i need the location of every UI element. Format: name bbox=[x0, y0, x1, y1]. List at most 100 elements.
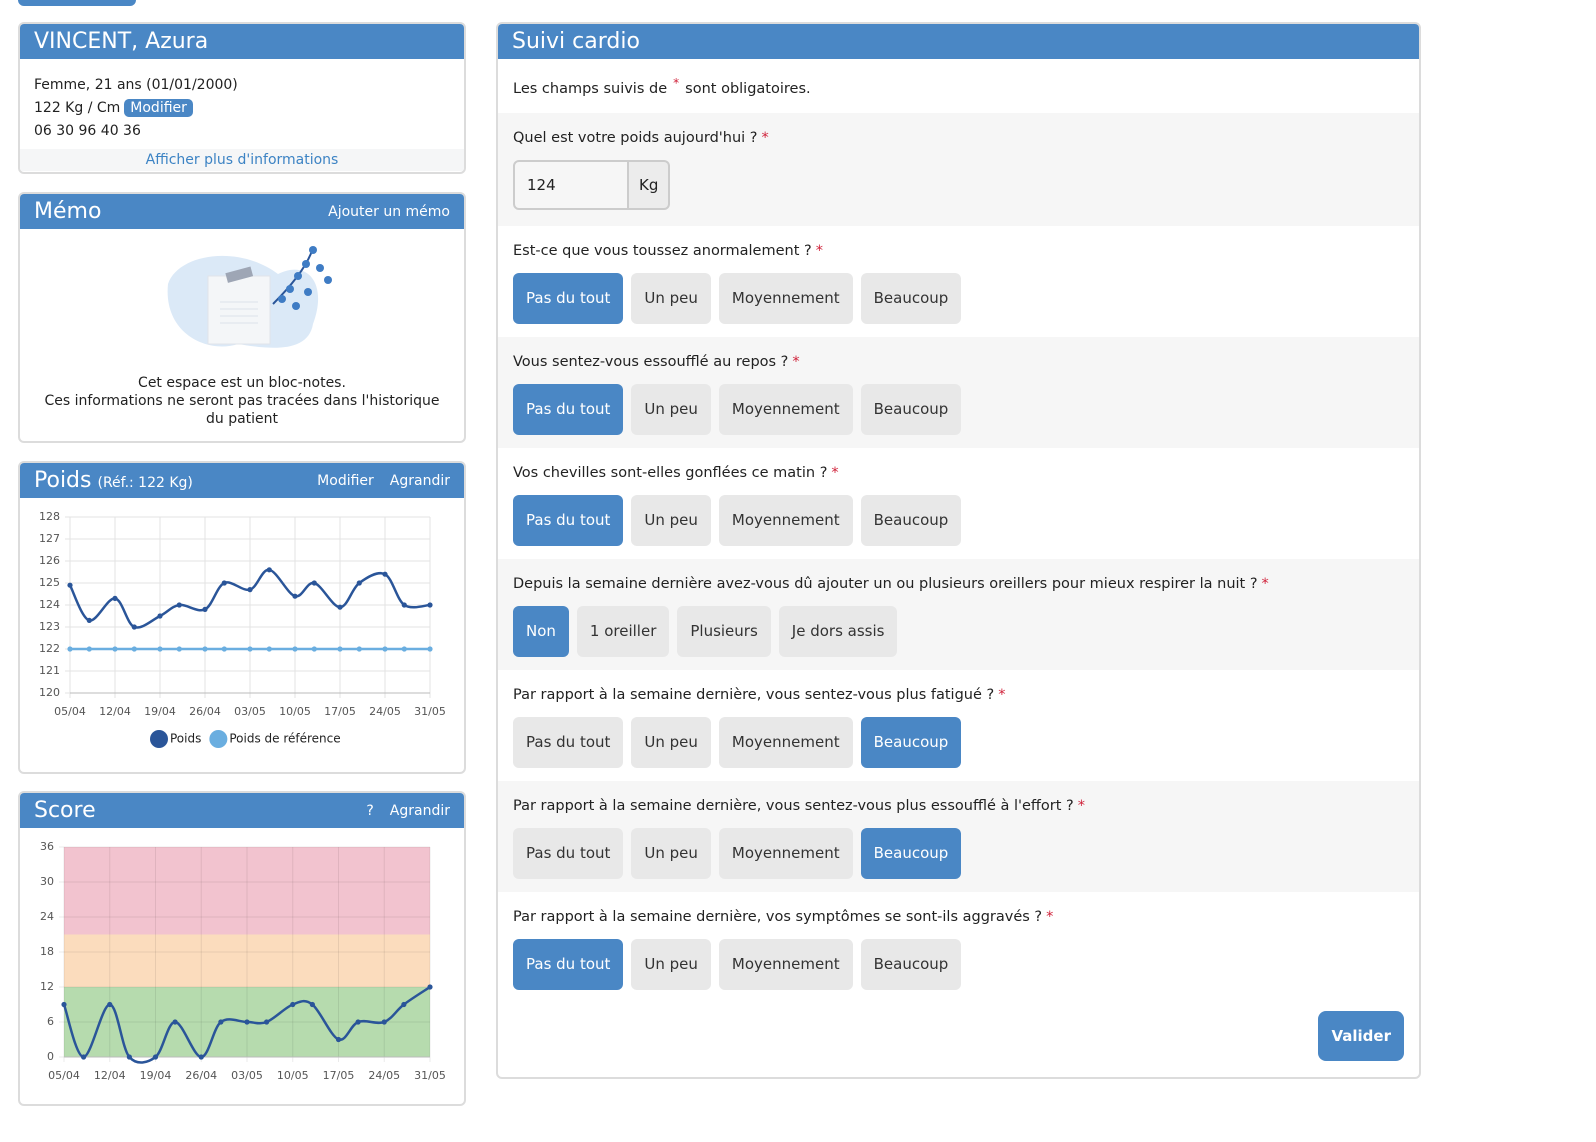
option-button[interactable]: Un peu bbox=[631, 716, 711, 768]
option-button[interactable]: Pas du tout bbox=[513, 383, 624, 435]
option-button[interactable]: 1 oreiller bbox=[576, 605, 670, 657]
option-button[interactable]: Pas du tout bbox=[513, 827, 624, 879]
data-point bbox=[81, 1054, 87, 1060]
y-tick-label: 6 bbox=[47, 1015, 54, 1028]
required-mark: * bbox=[792, 353, 800, 370]
form-intro: Les champs suivis de * sont obligatoires. bbox=[498, 59, 1419, 113]
options: Pas du tout Un peu Moyennement Beaucoup bbox=[513, 827, 1404, 879]
y-tick-label: 30 bbox=[40, 875, 54, 888]
option-button[interactable]: Un peu bbox=[631, 383, 711, 435]
y-tick-label: 36 bbox=[40, 840, 54, 853]
weight-input[interactable]: 124 bbox=[513, 159, 629, 210]
option-button[interactable]: Moyennement bbox=[718, 938, 853, 990]
option-button[interactable]: Un peu bbox=[631, 827, 711, 879]
options: Pas du tout Un peu Moyennement Beaucoup bbox=[513, 716, 1404, 768]
weight-input-group: 124 Kg bbox=[513, 159, 1404, 210]
option-button[interactable]: Pas du tout bbox=[513, 272, 624, 324]
option-button[interactable]: Non bbox=[513, 605, 569, 657]
form-title: Suivi cardio bbox=[512, 29, 640, 54]
submit-button[interactable]: Valider bbox=[1318, 1011, 1404, 1061]
data-point bbox=[157, 613, 163, 619]
question: Par rapport à la semaine dernière, vous … bbox=[498, 670, 1419, 781]
patient-info: Femme, 21 ans (01/01/2000) 122 Kg / Cm Mo… bbox=[20, 59, 464, 143]
option-button[interactable]: Pas du tout bbox=[513, 938, 624, 990]
data-point bbox=[356, 646, 362, 652]
x-tick-label: 12/04 bbox=[99, 705, 131, 718]
score-header: Score? Agrandir bbox=[20, 793, 464, 828]
data-point bbox=[264, 1019, 270, 1025]
x-tick-label: 10/05 bbox=[277, 1069, 309, 1082]
memo-title: Mémo bbox=[34, 199, 102, 224]
x-tick-label: 05/04 bbox=[48, 1069, 80, 1082]
option-button[interactable]: Beaucoup bbox=[860, 272, 962, 324]
question: Est-ce que vous toussez anormalement ? * P… bbox=[498, 226, 1419, 337]
y-tick-label: 127 bbox=[39, 532, 60, 545]
data-point bbox=[292, 646, 298, 652]
score-help[interactable]: ? bbox=[366, 802, 374, 819]
options: Pas du tout Un peu Moyennement Beaucoup bbox=[513, 494, 1404, 546]
expand-score[interactable]: Agrandir bbox=[389, 802, 450, 819]
option-button[interactable]: Beaucoup bbox=[860, 827, 962, 879]
option-button[interactable]: Moyennement bbox=[718, 716, 853, 768]
y-tick-label: 120 bbox=[39, 686, 60, 699]
y-tick-label: 124 bbox=[39, 598, 60, 611]
question: Par rapport à la semaine dernière, vous … bbox=[498, 780, 1419, 892]
y-tick-label: 126 bbox=[39, 554, 60, 567]
options: Pas du tout Un peu Moyennement Beaucoup bbox=[513, 383, 1404, 435]
data-point bbox=[202, 606, 208, 612]
patient-phone: 06 30 96 40 36 bbox=[34, 123, 141, 139]
option-button[interactable]: Beaucoup bbox=[860, 494, 962, 546]
data-point bbox=[355, 1019, 361, 1025]
required-mark: * bbox=[1046, 908, 1054, 925]
option-button[interactable]: Je dors assis bbox=[778, 605, 898, 657]
leaves bbox=[278, 246, 332, 310]
data-point bbox=[381, 1019, 387, 1025]
option-button[interactable]: Plusieurs bbox=[677, 605, 771, 657]
option-button[interactable]: Pas du tout bbox=[513, 716, 624, 768]
cardio-form: Suivi cardio Les champs suivis de * sont o… bbox=[496, 22, 1421, 1079]
data-point bbox=[311, 646, 317, 652]
option-button[interactable]: Beaucoup bbox=[860, 938, 962, 990]
edit-weight[interactable]: Modifier bbox=[317, 472, 374, 489]
question-label: Par rapport à la semaine dernière, vos s… bbox=[513, 908, 1043, 925]
add-memo[interactable]: Ajouter un mémo bbox=[328, 203, 450, 220]
more-info-link[interactable]: Afficher plus d'informations bbox=[20, 149, 464, 171]
option-button[interactable]: Un peu bbox=[631, 938, 711, 990]
memo-line: Cet espace est un bloc-notes. bbox=[138, 375, 346, 391]
data-point bbox=[401, 1001, 407, 1008]
data-point bbox=[292, 593, 298, 599]
legend-swatch bbox=[209, 730, 228, 748]
y-tick-label: 123 bbox=[39, 620, 60, 633]
patient-details: Femme, 21 ans (01/01/2000) bbox=[34, 77, 238, 93]
required-mark: * bbox=[831, 464, 839, 481]
option-button[interactable]: Un peu bbox=[631, 272, 711, 324]
question: Vous sentez-vous essoufflé au repos ? * Pa… bbox=[498, 336, 1419, 448]
option-button[interactable]: Moyennement bbox=[718, 494, 853, 546]
option-button[interactable]: Un peu bbox=[631, 494, 711, 546]
option-button[interactable]: Pas du tout bbox=[513, 494, 624, 546]
data-point bbox=[172, 1019, 178, 1025]
paper-lines bbox=[220, 301, 258, 324]
top-tab[interactable] bbox=[18, 0, 136, 6]
data-point bbox=[157, 646, 163, 652]
question-label: Vous sentez-vous essoufflé au repos ? bbox=[513, 353, 789, 370]
data-point bbox=[86, 646, 92, 652]
edit-button[interactable]: Modifier bbox=[124, 99, 193, 117]
option-button[interactable]: Moyennement bbox=[718, 827, 853, 879]
patient-card: VINCENT, Azura Femme, 21 ans (01/01/2000… bbox=[18, 22, 466, 174]
weight-header: Poids (Réf.: 122 Kg) Modifier Agrandir bbox=[20, 463, 464, 498]
expand-weight[interactable]: Agrandir bbox=[389, 472, 450, 489]
questions: Est-ce que vous toussez anormalement ? * P… bbox=[498, 226, 1419, 1003]
x-tick-label: 26/04 bbox=[185, 1069, 217, 1082]
data-point bbox=[67, 646, 73, 652]
option-button[interactable]: Beaucoup bbox=[860, 383, 962, 435]
legend-swatch bbox=[150, 730, 168, 748]
question-label: Par rapport à la semaine dernière, vous … bbox=[513, 797, 1074, 814]
data-point bbox=[198, 1054, 204, 1060]
question-label: Quel est votre poids aujourd'hui ? bbox=[513, 129, 758, 146]
y-tick-label: 24 bbox=[40, 910, 54, 923]
option-button[interactable]: Moyennement bbox=[718, 383, 853, 435]
option-button[interactable]: Moyennement bbox=[718, 272, 853, 324]
option-button[interactable]: Beaucoup bbox=[860, 716, 962, 768]
